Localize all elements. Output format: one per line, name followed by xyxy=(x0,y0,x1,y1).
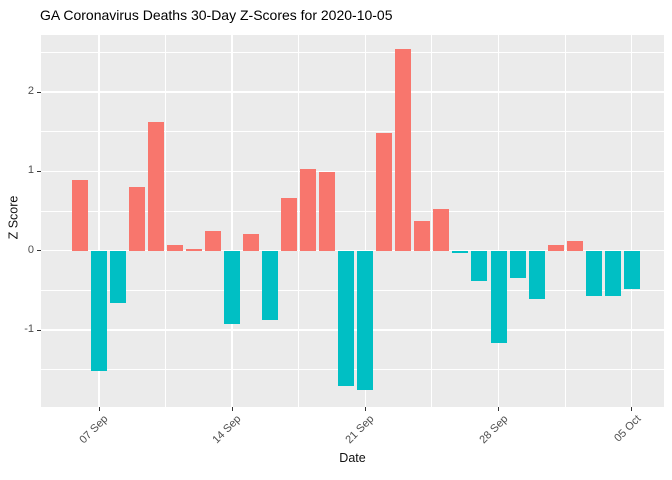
gridline-x-major xyxy=(630,35,633,407)
y-tick-mark xyxy=(37,91,41,93)
y-tick-label: 0 xyxy=(27,243,34,256)
bar-2020-09-30 xyxy=(528,250,545,300)
bar-2020-09-19 xyxy=(319,172,336,251)
bar-2020-09-27 xyxy=(471,250,488,281)
bar-2020-10-05 xyxy=(623,250,640,289)
y-tick-mark xyxy=(37,250,41,252)
gridline-y-minor xyxy=(41,210,664,212)
x-tick-label: 14 Sep xyxy=(210,413,244,447)
bar-2020-09-15 xyxy=(243,234,260,251)
gridline-y-major xyxy=(41,91,664,93)
bar-2020-09-10 xyxy=(148,122,165,251)
bar-2020-09-18 xyxy=(300,169,317,251)
x-axis-title: Date xyxy=(339,451,366,465)
bar-2020-09-12 xyxy=(186,249,203,251)
x-tick-label: 28 Sep xyxy=(476,413,510,447)
gridline-x-major xyxy=(98,35,100,407)
bar-2020-09-20 xyxy=(338,250,355,387)
x-tick-mark xyxy=(631,407,633,411)
y-tick-label: -1 xyxy=(24,323,34,336)
gridline-x-minor xyxy=(431,35,433,407)
y-tick-label: 1 xyxy=(27,164,34,177)
y-tick-label: 2 xyxy=(27,85,34,98)
x-tick-mark xyxy=(98,407,100,411)
gridline-x-minor xyxy=(298,35,300,407)
y-tick-mark xyxy=(37,170,41,172)
bar-2020-09-16 xyxy=(262,250,279,320)
bar-2020-09-24 xyxy=(414,220,431,251)
x-tick-mark xyxy=(364,407,366,411)
bar-2020-09-13 xyxy=(205,230,222,251)
gridline-y-minor xyxy=(41,51,664,53)
gridline-x-minor xyxy=(564,35,566,407)
bar-2020-09-28 xyxy=(490,250,507,343)
gridline-y-major xyxy=(41,170,664,173)
x-tick-label: 05 Oct xyxy=(611,413,644,445)
bar-2020-09-21 xyxy=(357,250,374,390)
gridline-x-major xyxy=(231,35,233,407)
x-tick-mark xyxy=(231,407,233,411)
gridline-y-minor xyxy=(41,131,664,133)
gridline-x-major xyxy=(364,35,367,407)
bar-2020-10-04 xyxy=(604,250,621,296)
bar-2020-09-07 xyxy=(91,250,108,372)
x-tick-label: 07 Sep xyxy=(77,413,111,447)
bar-2020-09-17 xyxy=(281,197,298,251)
chart-title: GA Coronavirus Deaths 30-Day Z-Scores fo… xyxy=(40,7,393,23)
bar-2020-09-14 xyxy=(224,250,241,325)
bar-2020-09-08 xyxy=(110,250,127,304)
gridline-x-minor xyxy=(165,35,167,407)
bar-2020-09-29 xyxy=(509,250,526,278)
y-tick-mark xyxy=(37,329,41,331)
bar-2020-10-01 xyxy=(547,245,564,251)
bar-2020-09-26 xyxy=(452,250,469,254)
bar-2020-09-22 xyxy=(376,133,393,251)
plot-panel xyxy=(41,35,664,407)
bar-2020-09-23 xyxy=(395,49,412,251)
bar-2020-10-03 xyxy=(585,250,602,296)
bar-2020-09-09 xyxy=(129,187,146,251)
bar-2020-10-02 xyxy=(566,241,583,251)
bar-2020-09-25 xyxy=(433,209,450,251)
gridline-x-major xyxy=(497,35,500,407)
x-tick-label: 21 Sep xyxy=(343,413,377,447)
bar-2020-09-11 xyxy=(167,245,184,251)
bar-2020-09-06 xyxy=(71,180,88,251)
x-tick-mark xyxy=(498,407,499,411)
